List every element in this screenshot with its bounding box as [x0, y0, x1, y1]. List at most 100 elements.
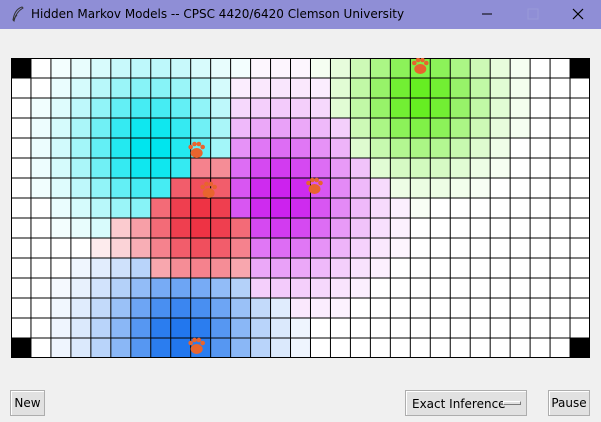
grid-cell	[390, 98, 411, 119]
grid-cell	[150, 218, 172, 239]
grid-cell	[310, 118, 331, 139]
grid-cell	[390, 138, 411, 159]
grid-cell	[390, 238, 411, 259]
grid-cell	[130, 278, 152, 299]
belief-grid-canvas[interactable]	[11, 58, 590, 358]
grid-cell	[490, 198, 511, 219]
grid-cell	[410, 158, 431, 179]
grid-cell	[90, 298, 112, 319]
grid-cell	[270, 258, 292, 279]
new-button[interactable]: New	[10, 390, 45, 416]
grid-cell	[170, 278, 192, 299]
grid-cell	[70, 58, 92, 79]
grid-cell	[330, 258, 351, 279]
grid-cell	[510, 78, 531, 99]
grid-cell	[30, 158, 52, 179]
grid-cell	[390, 298, 411, 319]
grid-cell	[470, 258, 491, 279]
grid-cell	[110, 78, 132, 99]
grid-cell	[330, 218, 351, 239]
grid-cell	[170, 318, 192, 339]
grid-cell	[430, 138, 451, 159]
grid-cell	[250, 78, 272, 99]
grid-cell	[550, 258, 571, 279]
grid-cell	[50, 138, 72, 159]
grid-cell	[70, 218, 92, 239]
grid-cell	[110, 278, 132, 299]
grid-cell	[510, 118, 531, 139]
grid-cell	[70, 318, 92, 339]
maximize-icon	[527, 8, 539, 20]
inference-method-menu[interactable]: Exact Inference	[405, 390, 527, 416]
grid-cell	[430, 118, 451, 139]
maximize-button[interactable]	[510, 0, 556, 29]
grid-cell	[210, 318, 232, 339]
grid-cell	[70, 98, 92, 119]
grid-cell	[250, 258, 272, 279]
grid-cell	[230, 338, 252, 358]
grid-cell	[390, 78, 411, 99]
grid-cell	[530, 158, 551, 179]
grid-cell	[210, 238, 232, 259]
grid-cell	[410, 178, 431, 199]
grid-cell	[170, 218, 192, 239]
grid-cell	[330, 338, 351, 358]
grid-cell	[570, 318, 590, 339]
grid-cell	[210, 218, 232, 239]
grid-cell	[250, 318, 272, 339]
close-button[interactable]	[555, 0, 601, 29]
close-icon	[572, 8, 584, 20]
grid-cell	[470, 98, 491, 119]
grid-cell	[190, 158, 212, 179]
pause-button[interactable]: Pause	[548, 390, 590, 416]
grid-cell	[230, 278, 252, 299]
grid-cell	[130, 118, 152, 139]
grid-cell	[470, 238, 491, 259]
grid-cell	[190, 58, 212, 79]
grid-cell	[330, 98, 351, 119]
grid-cell	[290, 58, 311, 79]
grid-cell	[570, 118, 590, 139]
grid-cell	[530, 218, 551, 239]
grid-cell	[70, 278, 92, 299]
grid-cell	[150, 178, 172, 199]
grid-cell	[550, 318, 571, 339]
grid-cell	[370, 218, 391, 239]
grid-cell	[410, 318, 431, 339]
grid-cell	[11, 298, 32, 319]
grid-cell	[11, 318, 32, 339]
grid-cell	[310, 298, 331, 319]
grid-cell	[90, 338, 112, 358]
grid-cell	[390, 258, 411, 279]
inference-method-label: Exact Inference	[412, 397, 506, 411]
grid-cell	[90, 98, 112, 119]
grid-cell	[50, 238, 72, 259]
grid-cell	[11, 218, 32, 239]
grid-cell	[570, 198, 590, 219]
grid-cell	[530, 78, 551, 99]
grid-cell	[130, 198, 152, 219]
grid-cell	[30, 238, 52, 259]
grid-cell	[310, 338, 331, 358]
grid-cell	[510, 58, 531, 79]
grid-cell	[50, 98, 72, 119]
grid-cell	[570, 98, 590, 119]
grid-cell	[90, 258, 112, 279]
grid-cell	[50, 318, 72, 339]
grid-cell	[570, 138, 590, 159]
grid-cell	[30, 278, 52, 299]
grid-cell	[270, 138, 292, 159]
grid-cell	[110, 98, 132, 119]
grid-cell	[110, 298, 132, 319]
grid-cell	[290, 298, 311, 319]
grid-cell	[470, 178, 491, 199]
ghost-markers	[188, 58, 429, 354]
grid-cell	[570, 278, 590, 299]
grid-cell	[370, 198, 391, 219]
grid-cell	[130, 78, 152, 99]
grid-cell	[30, 118, 52, 139]
grid-cell	[370, 258, 391, 279]
minimize-button[interactable]	[464, 0, 510, 29]
grid-cell	[350, 298, 371, 319]
grid-cell	[170, 118, 192, 139]
